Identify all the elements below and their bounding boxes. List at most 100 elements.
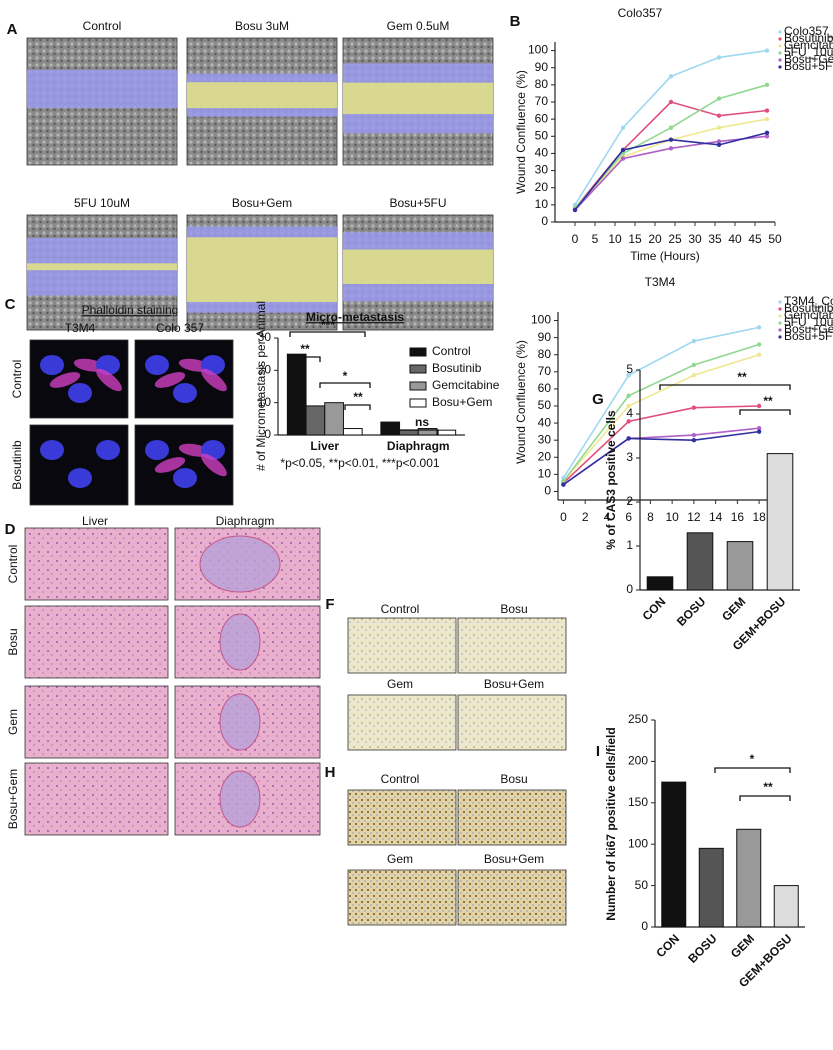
point (764, 82, 770, 88)
ihc-image (457, 869, 567, 926)
image-caption: Gem (387, 852, 413, 866)
legend-swatch (778, 30, 782, 34)
open-wound (187, 82, 337, 109)
point (716, 125, 722, 130)
point (668, 99, 674, 105)
legend-label: Bosutinib (432, 361, 482, 375)
x-tick-label: CON (640, 594, 669, 623)
column-label: Liver (82, 514, 108, 528)
point (561, 479, 566, 484)
legend-label: Bosutinib_3uM (784, 301, 833, 315)
x-tick-label: 16 (731, 510, 745, 524)
legend-label: 5FU_10uM (784, 45, 833, 59)
x-tick-label: 18 (752, 510, 766, 524)
image-caption: Control (83, 19, 122, 33)
significance-bracket (344, 404, 371, 410)
y-tick-label: 4 (626, 406, 633, 420)
series-line (562, 427, 760, 486)
point (668, 137, 674, 142)
y-tick-label: 60 (535, 111, 549, 125)
bar (342, 428, 363, 436)
y-tick-label: 30 (535, 163, 549, 177)
significance-label: ** (763, 780, 773, 794)
legend-label: Bosu+5FU (784, 329, 833, 343)
point (691, 362, 697, 368)
y-tick-label: 10 (258, 395, 272, 409)
image-caption: Control (381, 602, 420, 616)
significance-bracket (659, 384, 791, 390)
point (668, 146, 674, 151)
actin (154, 457, 186, 473)
y-tick-label: 70 (538, 364, 552, 378)
y-tick-label: 100 (528, 43, 548, 57)
y-tick-label: 80 (535, 77, 549, 91)
y-axis-label: # of Micrometastasis per Animal (254, 301, 268, 471)
column-label: T3M4 (65, 321, 96, 335)
nucleus (68, 468, 92, 488)
y-tick-label: 100 (628, 836, 648, 850)
point (691, 432, 697, 438)
image-caption: Control (381, 772, 420, 786)
y-tick-label: 0 (626, 582, 633, 596)
panel-label: A (7, 21, 18, 38)
y-axis-label: Wound Confluence (%) (514, 70, 528, 194)
ihc-image (347, 869, 457, 926)
point (716, 55, 722, 60)
image-caption: Bosu+5FU (389, 196, 446, 210)
legend-label: Bosu+Gem (432, 395, 492, 409)
y-tick-label: 20 (258, 363, 272, 377)
x-tick-label: 15 (628, 232, 642, 246)
point (764, 134, 770, 139)
legend-label: Colo357_Control (784, 24, 833, 38)
open-wound (343, 82, 493, 115)
legend-label: Bosutinib_3uM (784, 31, 833, 45)
ihc-image (347, 617, 457, 674)
row-label: Control (10, 360, 24, 399)
histology-image (24, 685, 169, 759)
point (716, 142, 722, 148)
legend-swatch (778, 335, 782, 339)
y-tick-label: 40 (535, 146, 549, 160)
point (756, 429, 762, 434)
metastasis (219, 693, 261, 751)
ihc-image (457, 789, 567, 846)
y-tick-label: 60 (538, 381, 552, 395)
actin (201, 368, 227, 392)
x-tick-label: 6 (625, 510, 632, 524)
image-caption: 5FU 10uM (74, 196, 130, 210)
panel-label: D (5, 521, 16, 538)
point (764, 108, 770, 113)
image-caption: Bosu 3uM (235, 19, 289, 33)
bar (686, 532, 714, 591)
significance-bracket (319, 382, 371, 388)
x-tick-label: Diaphragm (387, 439, 450, 453)
legend-swatch (409, 364, 427, 374)
x-tick-label: 35 (708, 232, 722, 246)
significance-bracket (714, 767, 791, 773)
legend-label: Bosu+5FU (784, 59, 833, 73)
bar (399, 429, 419, 436)
x-tick-label: GEM (719, 594, 748, 623)
point (626, 436, 631, 441)
nucleus (96, 440, 120, 460)
nucleus (173, 383, 197, 403)
y-tick-label: 1 (626, 538, 633, 552)
x-axis-label: Time (Hours) (630, 249, 700, 263)
chart-title: Micro-metastasis (306, 310, 404, 324)
y-tick-label: 20 (535, 180, 549, 194)
x-tick-label: 5 (592, 232, 599, 246)
y-tick-label: 250 (628, 712, 648, 726)
series-line (562, 405, 760, 484)
row-label: Bosu+Gem (6, 769, 20, 829)
point (764, 116, 770, 122)
ihc-image (457, 617, 567, 674)
bar (380, 421, 401, 436)
x-tick-label: 8 (647, 510, 654, 524)
row-label: Control (6, 545, 20, 584)
series-line (562, 430, 760, 486)
bar (726, 541, 754, 591)
bar (286, 353, 307, 436)
significance-label: * (750, 752, 755, 766)
histology-image (24, 605, 169, 679)
image-caption: Bosu+Gem (232, 196, 292, 210)
